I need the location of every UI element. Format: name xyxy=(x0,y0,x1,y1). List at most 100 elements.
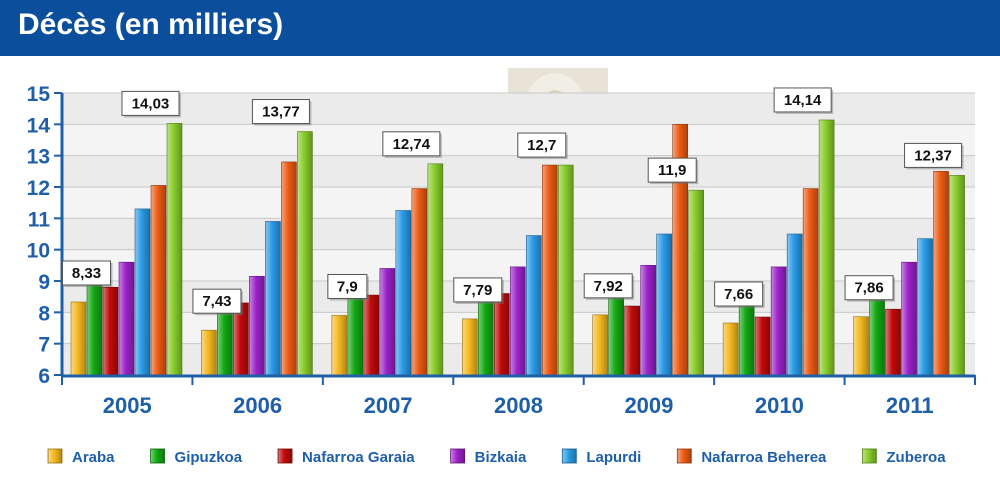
legend-swatch xyxy=(277,448,293,464)
x-tick-label: 2005 xyxy=(103,393,152,418)
bar-araba-2006 xyxy=(201,329,217,376)
data-label-zuberoa-2011: 12,37 xyxy=(904,142,964,170)
legend-swatch xyxy=(47,448,63,464)
chart-area: gaindegia 678910111213141520052006200720… xyxy=(27,68,976,466)
legend-item-nafarroa-garaia: Nafarroa Garaia xyxy=(277,448,415,466)
data-label-box xyxy=(714,281,764,307)
legend-item-lapurdi: Lapurdi xyxy=(561,448,641,466)
bar-nafarroa-beherea-2011 xyxy=(933,171,949,376)
legend-label: Gipuzkoa xyxy=(175,449,243,466)
data-label-box xyxy=(647,157,697,183)
bar-nafarroa-beherea-2010 xyxy=(802,188,819,376)
bar-zuberoa-2010 xyxy=(818,119,835,376)
legend-swatch xyxy=(861,448,877,464)
bar-bizkaia-2006 xyxy=(249,276,265,376)
y-tick-label: 8 xyxy=(38,302,50,325)
y-tick-label: 10 xyxy=(27,240,50,263)
data-label-text: 12,7 xyxy=(527,137,556,154)
bar-araba-2005 xyxy=(70,301,87,376)
x-tick-label: 2011 xyxy=(886,393,934,418)
bar-zuberoa-2006 xyxy=(297,131,313,376)
data-label-text: 7,92 xyxy=(594,278,623,295)
plot-band xyxy=(62,93,975,125)
legend-item-zuberoa: Zuberoa xyxy=(861,448,946,466)
bar-araba-2008 xyxy=(461,318,478,376)
plot-band xyxy=(62,218,975,250)
bar-bizkaia-2008 xyxy=(509,266,526,376)
y-tick-label: 7 xyxy=(38,334,50,357)
data-label-box xyxy=(121,90,180,116)
legend-label: Nafarroa Garaia xyxy=(302,449,415,466)
bar-zuberoa-2009 xyxy=(688,189,705,376)
bar-bizkaia-2009 xyxy=(640,265,657,376)
legend-item-nafarroa-beherea: Nafarroa Beherea xyxy=(676,448,827,466)
plot-band xyxy=(62,155,975,187)
legend-item-bizkaia: Bizkaia xyxy=(450,448,527,466)
data-label-araba-2005: 8,33 xyxy=(62,260,113,287)
legend: Araba Gipuzkoa Nafarroa Garaia Bizkaia Lapur… xyxy=(47,448,946,466)
data-label-box xyxy=(251,99,310,125)
bar-gipuzkoa-2005 xyxy=(86,283,103,376)
data-label-zuberoa-2007: 12,74 xyxy=(382,131,442,158)
x-tick-label: 2009 xyxy=(624,393,673,418)
y-tick-label: 11 xyxy=(28,208,51,231)
data-label-araba-2009: 7,92 xyxy=(583,273,635,300)
bar-zuberoa-2008 xyxy=(557,164,574,376)
y-tick-label: 12 xyxy=(27,177,50,200)
legend-swatch xyxy=(676,448,692,464)
bar-nafarroa-garaia-2011 xyxy=(885,308,901,376)
y-tick-label: 14 xyxy=(27,114,51,137)
data-label-box xyxy=(773,87,832,113)
data-label-araba-2007: 7,9 xyxy=(327,273,369,301)
bar-nafarroa-garaia-2005 xyxy=(102,286,119,376)
data-labels-layer: 8,33 7,43 7,9 7,79 7,92 7,66 7,86 14,03 13,77 12,… xyxy=(62,87,964,316)
data-label-box xyxy=(844,275,894,301)
bar-araba-2011 xyxy=(853,316,869,376)
data-label-zuberoa-2008: 12,7 xyxy=(517,132,568,160)
bar-lapurdi-2008 xyxy=(525,235,542,376)
bar-lapurdi-2009 xyxy=(656,233,673,376)
legend-label: Lapurdi xyxy=(586,449,641,466)
legend-swatch xyxy=(450,448,466,464)
bar-lapurdi-2005 xyxy=(134,208,151,376)
data-label-zuberoa-2006: 13,77 xyxy=(251,99,312,126)
bar-nafarroa-beherea-2006 xyxy=(281,161,297,376)
data-label-box xyxy=(453,277,503,303)
bar-lapurdi-2007 xyxy=(395,210,412,376)
bar-nafarroa-beherea-2005 xyxy=(150,185,167,376)
y-tick-label: 13 xyxy=(27,146,50,169)
data-label-text: 7,43 xyxy=(202,293,231,310)
data-label-text: 11,9 xyxy=(658,162,686,179)
data-label-box xyxy=(517,132,567,158)
data-label-text: 14,03 xyxy=(132,95,170,112)
legend-item-araba: Araba xyxy=(47,448,115,466)
data-label-araba-2011: 7,86 xyxy=(844,275,896,302)
bar-bizkaia-2010 xyxy=(770,266,787,376)
bar-bizkaia-2011 xyxy=(901,261,917,376)
data-label-text: 7,66 xyxy=(724,286,753,303)
data-label-box xyxy=(327,273,368,299)
bars-layer xyxy=(70,119,965,376)
chart-title: Décès (en milliers) xyxy=(18,8,284,41)
bar-nafarroa-beherea-2008 xyxy=(541,164,558,376)
bar-nafarroa-garaia-2008 xyxy=(493,293,510,376)
bar-araba-2010 xyxy=(722,322,739,376)
bar-araba-2009 xyxy=(592,314,609,376)
bar-zuberoa-2011 xyxy=(949,175,965,376)
bar-araba-2007 xyxy=(331,315,348,376)
bar-lapurdi-2010 xyxy=(786,233,803,376)
data-label-araba-2006: 7,43 xyxy=(192,288,243,316)
data-label-box xyxy=(62,260,111,286)
legend-label: Araba xyxy=(72,449,115,466)
data-label-box xyxy=(192,288,242,314)
bar-zuberoa-2007 xyxy=(427,163,444,376)
bar-lapurdi-2006 xyxy=(265,221,281,376)
legend-label: Nafarroa Beherea xyxy=(701,449,827,466)
data-label-araba-2010: 7,66 xyxy=(714,281,765,308)
y-tick-label: 6 xyxy=(38,365,50,388)
legend-label: Bizkaia xyxy=(475,449,527,466)
x-tick-label: 2007 xyxy=(364,393,413,418)
bar-lapurdi-2011 xyxy=(917,238,933,376)
data-label-zuberoa-2009: 11,9 xyxy=(647,157,699,185)
bar-nafarroa-garaia-2010 xyxy=(754,316,771,376)
